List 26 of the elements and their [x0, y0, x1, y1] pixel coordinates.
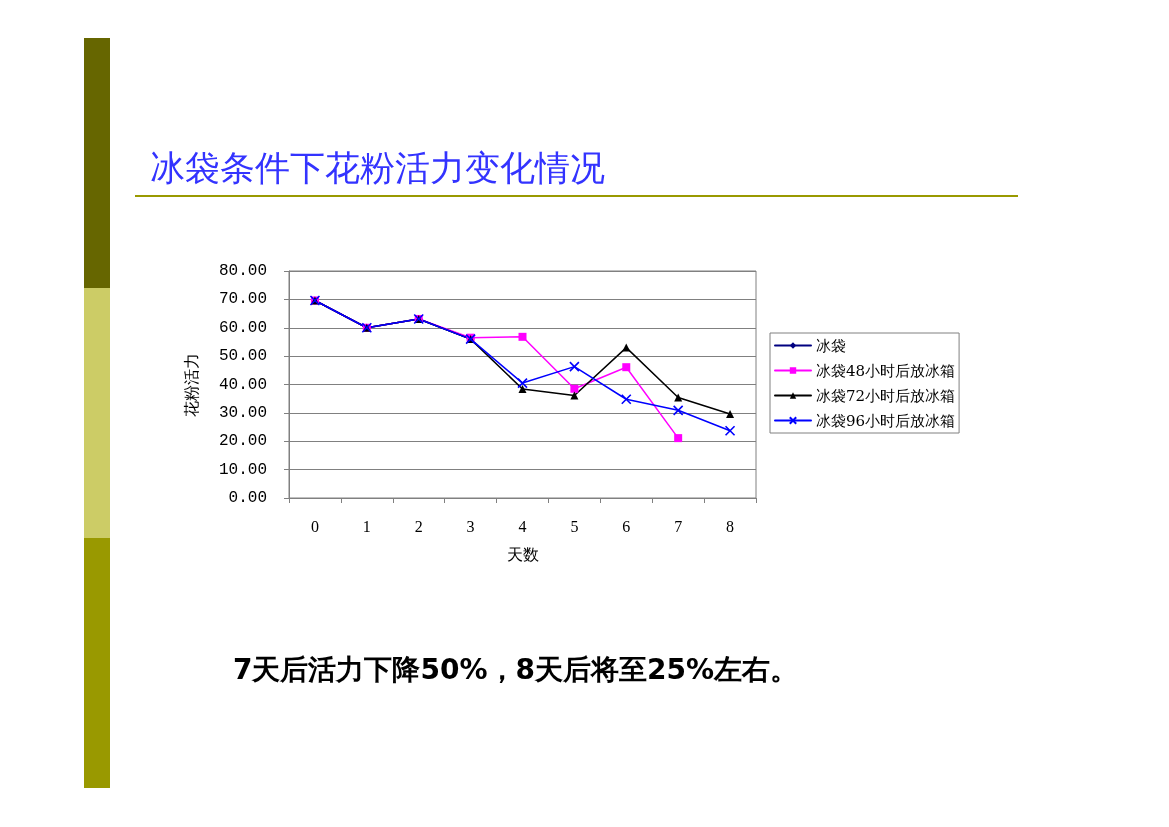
y-tick-label: 80.00 — [218, 262, 267, 280]
x-tick-label: 0 — [310, 517, 319, 535]
text: 7天后活力下降50%，8天后将至25%左右。 — [233, 652, 799, 686]
y-tick-label: 40.00 — [218, 375, 267, 394]
y-tick-label: 20.00 — [218, 432, 267, 451]
chart-title: 冰袋条件下花粉活力变化情况 — [150, 147, 605, 188]
x-tick-label: 8 — [726, 517, 735, 535]
y-tick-label: 60.00 — [218, 318, 267, 337]
x-tick-label: 7 — [674, 517, 683, 535]
legend-label: 冰袋 — [816, 336, 846, 355]
y-tick-label: 30.00 — [218, 403, 267, 422]
legend-label: 冰袋48小时后放冰箱 — [816, 361, 956, 380]
x-axis-title: 天数 — [506, 544, 539, 564]
y-axis-title: 花粉活力 — [181, 352, 201, 417]
y-tick-label: 10.00 — [218, 460, 267, 479]
x-tick-label: 3 — [466, 517, 475, 535]
x-tick-label: 1 — [362, 517, 371, 535]
x-tick-label: 6 — [622, 517, 631, 535]
y-tick-label: 0.00 — [228, 489, 267, 507]
legend-label: 冰袋96小时后放冰箱 — [816, 411, 956, 430]
x-tick-label: 2 — [414, 517, 423, 535]
legend-label: 冰袋72小时后放冰箱 — [816, 386, 956, 405]
y-tick-label: 50.00 — [218, 347, 267, 366]
y-tick-label: 70.00 — [218, 290, 267, 309]
x-tick-label: 5 — [570, 517, 579, 535]
x-tick-label: 4 — [518, 517, 527, 535]
